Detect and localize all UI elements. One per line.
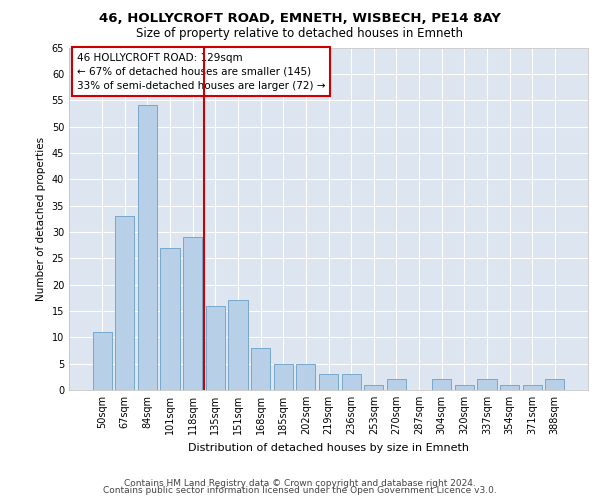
Text: Size of property relative to detached houses in Emneth: Size of property relative to detached ho… [137,28,464,40]
Text: 46 HOLLYCROFT ROAD: 129sqm
← 67% of detached houses are smaller (145)
33% of sem: 46 HOLLYCROFT ROAD: 129sqm ← 67% of deta… [77,52,325,90]
Bar [523,384,542,390]
Text: Contains HM Land Registry data © Crown copyright and database right 2024.: Contains HM Land Registry data © Crown c… [124,478,476,488]
Text: 46, HOLLYCROFT ROAD, EMNETH, WISBECH, PE14 8AY: 46, HOLLYCROFT ROAD, EMNETH, WISBECH, PE… [99,12,501,26]
Bar [296,364,316,390]
Bar [138,106,157,390]
Bar [387,380,406,390]
Bar [183,237,202,390]
Bar [341,374,361,390]
Bar [364,384,383,390]
X-axis label: Distribution of detached houses by size in Emneth: Distribution of detached houses by size … [188,442,469,452]
Bar [92,332,112,390]
Bar [545,380,565,390]
Bar [115,216,134,390]
Bar [274,364,293,390]
Bar [500,384,519,390]
Bar [160,248,180,390]
Bar [432,380,451,390]
Bar [251,348,270,390]
Bar [477,380,497,390]
Y-axis label: Number of detached properties: Number of detached properties [36,136,46,301]
Bar [319,374,338,390]
Bar [206,306,225,390]
Text: Contains public sector information licensed under the Open Government Licence v3: Contains public sector information licen… [103,486,497,495]
Bar [455,384,474,390]
Bar [229,300,248,390]
